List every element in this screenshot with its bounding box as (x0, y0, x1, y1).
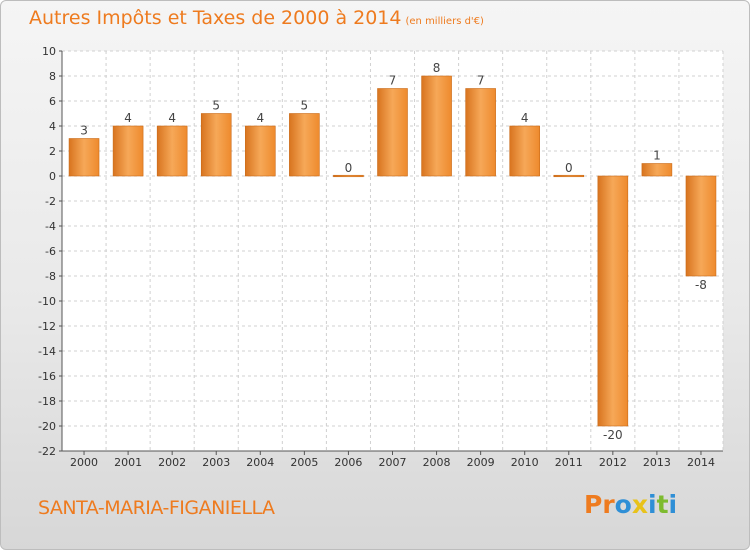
data-label-2014: -8 (695, 278, 707, 292)
bar-2010 (509, 125, 540, 177)
logo-letter: i (648, 490, 657, 519)
x-tick-label-2007: 2007 (379, 456, 407, 469)
bar-2000 (68, 138, 100, 177)
y-tick-label: -14 (38, 345, 56, 358)
y-tick-label: -10 (38, 295, 56, 308)
logo-letter: i (668, 490, 678, 519)
y-tick-label: -18 (38, 395, 56, 408)
x-tick-label-2012: 2012 (599, 456, 627, 469)
bar-2005 (289, 113, 320, 177)
y-tick-label: 8 (49, 70, 56, 83)
x-tick-label-2013: 2013 (643, 456, 671, 469)
x-tick-label-2002: 2002 (158, 456, 186, 469)
logo-letter: r (602, 490, 615, 519)
chart-title-text: Autres Impôts et Taxes de 2000 à 2014 (29, 7, 402, 29)
y-tick-label: 0 (49, 170, 56, 183)
x-tick-label-2014: 2014 (687, 456, 715, 469)
logo-letter: P (584, 490, 603, 519)
x-tick-label-2009: 2009 (467, 456, 495, 469)
bar-2006 (333, 174, 364, 178)
x-tick-label-2008: 2008 (423, 456, 451, 469)
logo-letter: t (656, 490, 669, 519)
y-tick-label: 10 (42, 45, 56, 58)
y-tick-label: 2 (49, 145, 56, 158)
y-tick-label: -20 (38, 420, 56, 433)
data-label-2002: 4 (168, 111, 176, 125)
bar-2003 (200, 113, 232, 177)
x-tick-label-2004: 2004 (246, 456, 274, 469)
y-tick-label: -12 (38, 320, 56, 333)
y-tick-label: -4 (45, 220, 56, 233)
bar-2014 (685, 175, 717, 277)
x-tick-label-2005: 2005 (290, 456, 318, 469)
bar-2001 (112, 125, 144, 177)
x-tick-label-2000: 2000 (70, 456, 98, 469)
y-tick-label: -6 (45, 245, 56, 258)
y-tick-label: -2 (45, 195, 56, 208)
x-tick-label-2006: 2006 (334, 456, 362, 469)
data-label-2000: 3 (80, 124, 88, 138)
data-label-2004: 4 (256, 111, 264, 125)
data-label-2010: 4 (521, 111, 529, 125)
chart-title: Autres Impôts et Taxes de 2000 à 2014 (en… (29, 7, 484, 29)
data-label-2003: 5 (212, 99, 220, 113)
y-tick-label: -8 (45, 270, 56, 283)
data-label-2001: 4 (124, 111, 132, 125)
data-label-2011: 0 (565, 161, 573, 175)
data-label-2008: 8 (433, 61, 441, 75)
bar-2009 (465, 88, 496, 177)
bar-2011 (553, 174, 585, 178)
unit-note: (en milliers d'€) (405, 16, 484, 27)
y-tick-label: 4 (49, 120, 56, 133)
data-label-2005: 5 (301, 99, 309, 113)
y-tick-label: -16 (38, 370, 56, 383)
data-label-2006: 0 (345, 161, 353, 175)
data-label-2013: 1 (653, 149, 661, 163)
y-tick-label: -22 (38, 445, 56, 458)
proxiti-logo: Proxiti (584, 490, 677, 519)
commune-name: SANTA-MARIA-FIGANIELLA (38, 497, 275, 519)
logo-letter: o (614, 490, 632, 519)
x-tick-label-2001: 2001 (114, 456, 142, 469)
bar-2004 (245, 125, 276, 177)
x-tick-label-2010: 2010 (511, 456, 539, 469)
bar-2002 (156, 125, 188, 177)
x-tick-label-2011: 2011 (555, 456, 583, 469)
bar-2013 (641, 163, 673, 177)
data-label-2012: -20 (603, 428, 623, 442)
data-label-2007: 7 (389, 74, 397, 88)
bar-2008 (421, 75, 452, 177)
data-label-2009: 7 (477, 74, 485, 88)
y-tick-label: 6 (49, 95, 56, 108)
bar-2007 (377, 88, 408, 177)
x-tick-label-2003: 2003 (202, 456, 230, 469)
bar-2012 (597, 175, 629, 427)
logo-letter: x (631, 490, 648, 519)
